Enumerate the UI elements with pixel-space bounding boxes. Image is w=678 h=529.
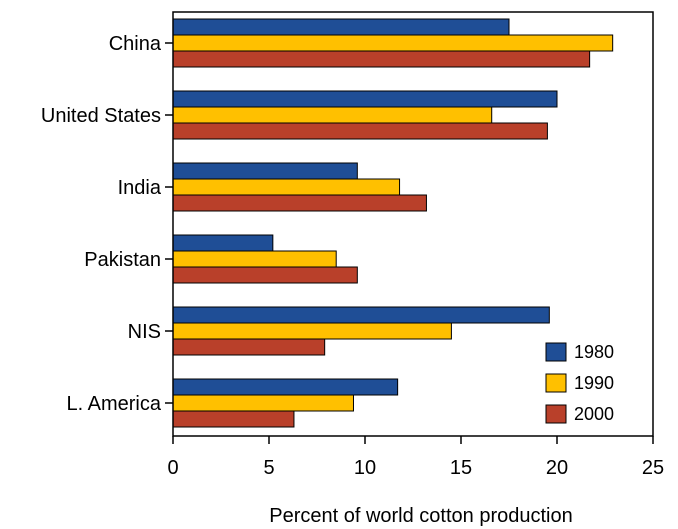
- bar-india-1980: [172, 162, 358, 180]
- bar-china-2000: [172, 50, 591, 68]
- bar-china-1980: [172, 18, 510, 36]
- x-axis-ticks: 0 5 10 15 20 25: [167, 436, 664, 479]
- x-tick-label: 0: [167, 457, 178, 479]
- bar-pakistan-1980: [172, 234, 274, 252]
- bar-l-america-1990: [172, 394, 354, 412]
- legend-label-1990: 1990: [574, 373, 614, 393]
- legend: 1980 1990 2000: [545, 342, 614, 424]
- x-tick-label: 15: [450, 457, 472, 479]
- bar-pakistan-2000: [172, 266, 358, 284]
- bar-nis-1980: [172, 306, 550, 324]
- bar-india-2000: [172, 194, 427, 212]
- bar-united-states-2000: [172, 122, 548, 140]
- legend-label-1980: 1980: [574, 342, 614, 362]
- category-ticks: China United States India Pakistan NIS L. Ame…: [41, 33, 173, 415]
- bar-nis-2000: [172, 338, 326, 356]
- x-tick-label: 20: [546, 457, 568, 479]
- category-label: United States: [41, 105, 161, 127]
- x-axis-title: Percent of world cotton production: [269, 505, 573, 527]
- bars-group: [172, 18, 614, 428]
- legend-swatch-2000: [545, 404, 567, 424]
- bar-united-states-1980: [172, 90, 558, 108]
- category-label: Pakistan: [84, 249, 161, 271]
- bar-pakistan-1990: [172, 250, 337, 268]
- bar-united-states-1990: [172, 106, 493, 124]
- legend-label-2000: 2000: [574, 404, 614, 424]
- category-label: China: [109, 33, 162, 55]
- category-label: NIS: [128, 321, 161, 343]
- legend-swatch-1980: [545, 342, 567, 362]
- plot-frame: [172, 11, 654, 437]
- x-tick-label: 5: [263, 457, 274, 479]
- bar-nis-1990: [172, 322, 452, 340]
- category-label: L. America: [67, 393, 162, 415]
- x-tick-label: 25: [642, 457, 664, 479]
- bar-india-1990: [172, 178, 401, 196]
- bar-china-1990: [172, 34, 614, 52]
- bar-l-america-1980: [172, 378, 399, 396]
- x-tick-label: 10: [354, 457, 376, 479]
- category-label: India: [118, 177, 162, 199]
- legend-swatch-1990: [545, 373, 567, 393]
- bar-l-america-2000: [172, 410, 295, 428]
